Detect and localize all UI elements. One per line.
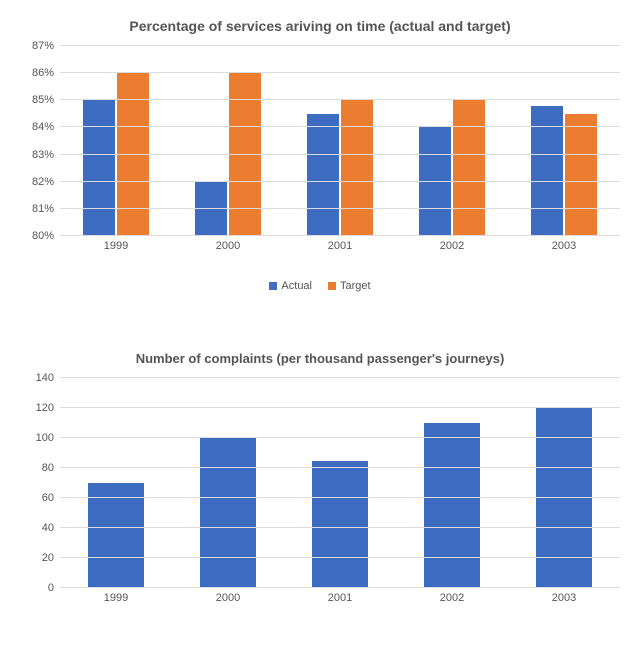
chart-ontime-xaxis: 1999 2000 2001 2002 2003 bbox=[60, 236, 620, 254]
y-tick-label: 81% bbox=[20, 203, 54, 215]
y-tick-label: 20 bbox=[20, 552, 54, 564]
bar bbox=[536, 408, 592, 588]
bar bbox=[531, 106, 563, 236]
gridline bbox=[60, 99, 620, 100]
bar-group bbox=[419, 100, 485, 236]
bar bbox=[307, 114, 339, 236]
gridline bbox=[60, 72, 620, 73]
legend-label: Actual bbox=[281, 280, 312, 292]
bar-group bbox=[200, 438, 256, 588]
x-tick-label: 2001 bbox=[328, 592, 352, 604]
bar bbox=[453, 100, 485, 236]
bar-group bbox=[83, 73, 149, 236]
y-tick-label: 86% bbox=[20, 67, 54, 79]
chart-ontime: Percentage of services ariving on time (… bbox=[0, 0, 640, 303]
gridline bbox=[60, 45, 620, 46]
y-tick-label: 80% bbox=[20, 230, 54, 242]
bar bbox=[195, 182, 227, 236]
bar-group bbox=[312, 461, 368, 589]
legend-swatch bbox=[269, 282, 277, 290]
x-tick-label: 1999 bbox=[104, 592, 128, 604]
bar-group bbox=[195, 73, 261, 236]
bar bbox=[229, 73, 261, 236]
bar bbox=[200, 438, 256, 588]
chart-complaints-xaxis: 1999 2000 2001 2002 2003 bbox=[60, 588, 620, 606]
bar-group bbox=[424, 423, 480, 588]
gridline bbox=[60, 527, 620, 528]
bar bbox=[83, 100, 115, 236]
y-tick-label: 60 bbox=[20, 492, 54, 504]
chart-ontime-plot: 80%81%82%83%84%85%86%87% bbox=[60, 46, 620, 236]
bar-group bbox=[307, 100, 373, 236]
y-tick-label: 0 bbox=[20, 582, 54, 594]
chart-complaints: Number of complaints (per thousand passe… bbox=[0, 333, 640, 616]
x-tick-label: 2001 bbox=[328, 240, 352, 252]
y-tick-label: 84% bbox=[20, 121, 54, 133]
y-tick-label: 120 bbox=[20, 402, 54, 414]
x-tick-label: 2003 bbox=[552, 240, 576, 252]
y-tick-label: 80 bbox=[20, 462, 54, 474]
legend-swatch bbox=[328, 282, 336, 290]
x-tick-label: 1999 bbox=[104, 240, 128, 252]
y-tick-label: 83% bbox=[20, 149, 54, 161]
x-tick-label: 2003 bbox=[552, 592, 576, 604]
bar bbox=[88, 483, 144, 588]
chart-ontime-title: Percentage of services ariving on time (… bbox=[20, 18, 620, 34]
x-tick-label: 2002 bbox=[440, 240, 464, 252]
chart-ontime-yaxis: 80%81%82%83%84%85%86%87% bbox=[20, 46, 56, 236]
y-tick-label: 87% bbox=[20, 40, 54, 52]
gridline bbox=[60, 181, 620, 182]
bar-group bbox=[531, 106, 597, 236]
gridline bbox=[60, 208, 620, 209]
chart-ontime-legend: Actual Target bbox=[20, 280, 620, 293]
x-tick-label: 2002 bbox=[440, 592, 464, 604]
legend-label: Target bbox=[340, 280, 371, 292]
bar bbox=[312, 461, 368, 589]
gridline bbox=[60, 497, 620, 498]
y-tick-label: 85% bbox=[20, 94, 54, 106]
chart-complaints-title: Number of complaints (per thousand passe… bbox=[20, 351, 620, 366]
bar-group bbox=[88, 483, 144, 588]
gridline bbox=[60, 557, 620, 558]
gridline bbox=[60, 126, 620, 127]
bar bbox=[117, 73, 149, 236]
y-tick-label: 82% bbox=[20, 176, 54, 188]
y-tick-label: 140 bbox=[20, 372, 54, 384]
y-tick-label: 40 bbox=[20, 522, 54, 534]
chart-complaints-plot: 020406080100120140 bbox=[60, 378, 620, 588]
bar-group bbox=[536, 408, 592, 588]
legend-item: Target bbox=[328, 280, 371, 292]
gridline bbox=[60, 377, 620, 378]
x-tick-label: 2000 bbox=[216, 240, 240, 252]
gridline bbox=[60, 407, 620, 408]
bar bbox=[341, 100, 373, 236]
y-tick-label: 100 bbox=[20, 432, 54, 444]
bar bbox=[419, 127, 451, 236]
gridline bbox=[60, 437, 620, 438]
x-tick-label: 2000 bbox=[216, 592, 240, 604]
gridline bbox=[60, 467, 620, 468]
bar bbox=[424, 423, 480, 588]
chart-complaints-yaxis: 020406080100120140 bbox=[20, 378, 56, 588]
legend-item: Actual bbox=[269, 280, 312, 292]
gridline bbox=[60, 154, 620, 155]
bar bbox=[565, 114, 597, 236]
